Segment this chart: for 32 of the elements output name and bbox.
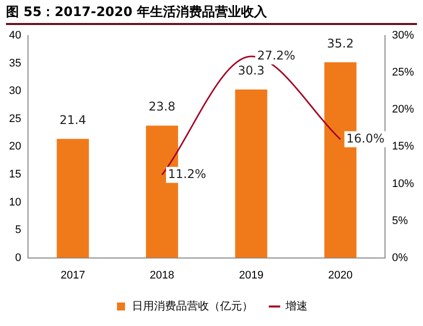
y2-tick-label: 20% <box>392 104 414 116</box>
y-tick-label: 5 <box>15 224 22 236</box>
data-label: 23.8 <box>148 100 176 114</box>
data-label: 30.3 <box>238 64 265 78</box>
x-tick-label: 2019 <box>238 269 264 282</box>
y2-tick-label: 15% <box>392 140 414 153</box>
bar <box>56 138 89 258</box>
y2-tick-label: 0% <box>392 252 408 264</box>
y-tick-label: 20 <box>8 140 22 153</box>
data-label: 27.2% <box>257 48 296 62</box>
y-tick-label: 10 <box>8 196 22 208</box>
bar <box>235 89 268 258</box>
x-tick-label: 2018 <box>150 269 174 282</box>
y-tick-label: 25 <box>8 112 22 125</box>
legend-label: 日用消费品营收（亿元） <box>132 300 253 313</box>
x-tick-label: 2017 <box>60 269 86 282</box>
legend-label: 增速 <box>284 300 308 313</box>
data-label: 21.4 <box>59 113 86 128</box>
data-label: 11.2% <box>168 166 206 181</box>
y-tick-label: 40 <box>8 30 22 42</box>
x-tick-label: 2020 <box>328 269 353 282</box>
chart-title: 图 55：2017-2020 年生活消费品营业收入 <box>6 3 417 25</box>
data-label: 16.0% <box>346 131 385 146</box>
y-tick-label: 0 <box>15 252 22 264</box>
data-label: 35.2 <box>327 36 354 50</box>
y-tick-label: 15 <box>8 168 22 181</box>
y-tick-label: 30 <box>8 85 22 98</box>
y-tick-label: 35 <box>8 57 22 70</box>
y2-tick-label: 10% <box>392 178 414 190</box>
y2-tick-label: 25% <box>392 66 414 79</box>
y2-tick-label: 30% <box>392 30 414 42</box>
y2-tick-label: 5% <box>392 214 408 227</box>
